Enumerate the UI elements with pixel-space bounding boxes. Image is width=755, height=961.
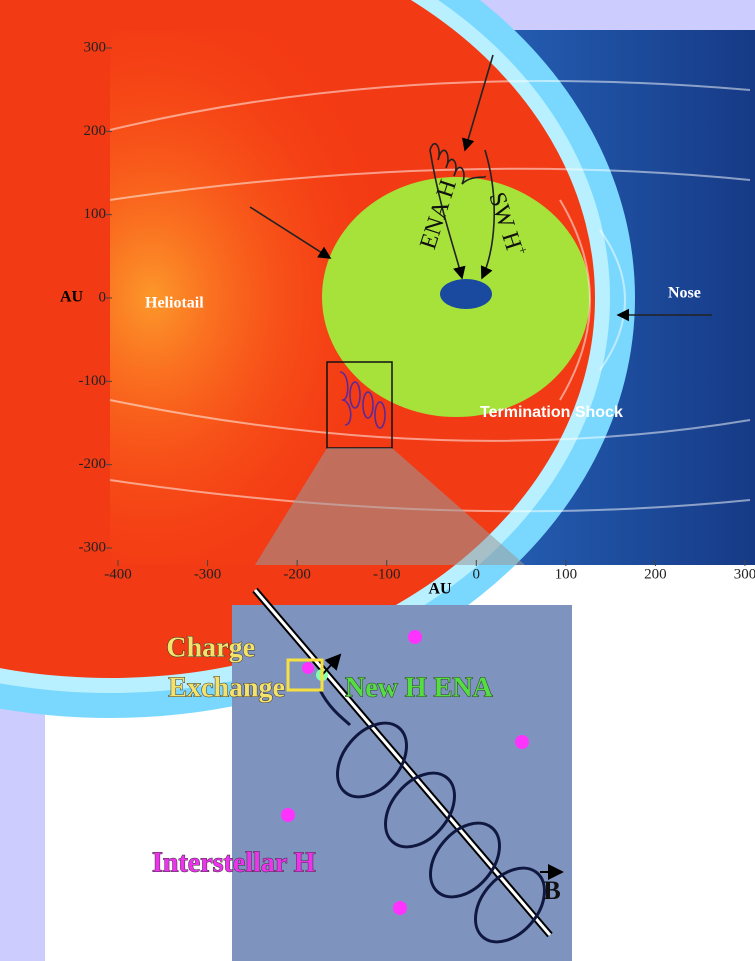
x-tick-label: -400 xyxy=(104,566,132,582)
x-tick-label: -300 xyxy=(194,566,222,582)
x-tick-label: 200 xyxy=(644,566,667,582)
charge-label: Charge xyxy=(166,632,255,663)
x-tick-label: 100 xyxy=(555,566,578,582)
new-h-ena-label: New H ENA xyxy=(345,672,494,703)
y-tick-label: 200 xyxy=(84,123,107,139)
y-tick-label: -100 xyxy=(79,373,107,389)
x-tick-label: -200 xyxy=(283,566,311,582)
y-tick-label: 300 xyxy=(84,39,107,55)
y-tick-label: -300 xyxy=(79,539,107,555)
field-label: B xyxy=(543,876,560,905)
inset-image xyxy=(232,587,572,961)
heliotail-label: Heliotail xyxy=(145,295,204,312)
y-axis-label: AU xyxy=(60,289,84,306)
simulation-image xyxy=(0,0,755,718)
interstellar-h-label: Interstellar H xyxy=(152,847,316,878)
y-tick-label: 100 xyxy=(84,206,107,222)
exchange-label: Exchange xyxy=(168,672,285,703)
x-tick-label: 300 xyxy=(734,566,755,582)
sw-h-charge: + xyxy=(515,244,532,256)
y-tick-label: 0 xyxy=(99,289,107,305)
nose-label: Nose xyxy=(668,285,701,302)
x-tick-label: 0 xyxy=(473,566,481,582)
x-tick-label: -100 xyxy=(373,566,401,582)
y-tick-label: -200 xyxy=(79,456,107,472)
termination-shock-label: Termination Shock xyxy=(480,404,623,421)
x-axis-label: AU xyxy=(428,581,452,598)
